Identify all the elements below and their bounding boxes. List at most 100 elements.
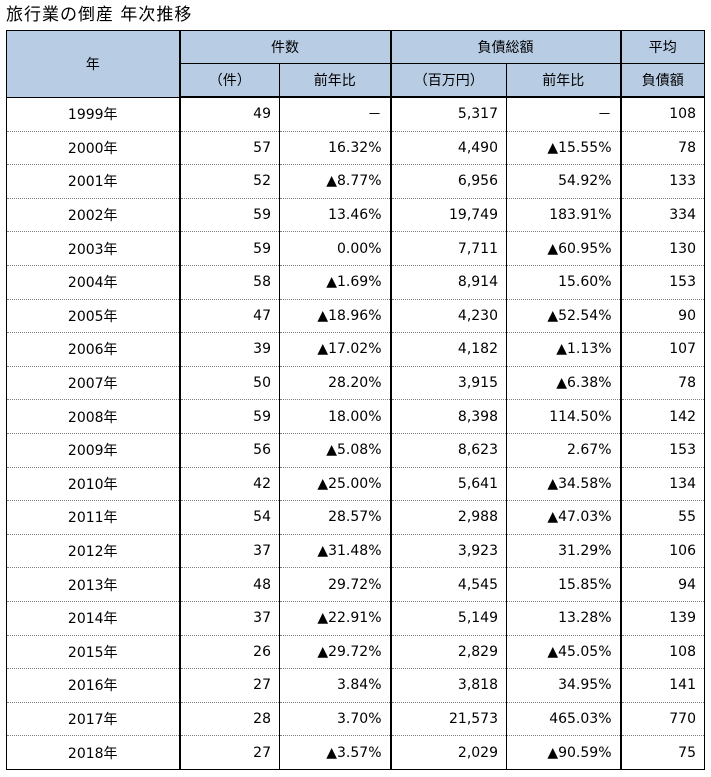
cell-liability: 6,956 bbox=[389, 164, 507, 199]
cell-liability-change: 15.60% bbox=[506, 265, 621, 300]
cell-count-change: 3.70% bbox=[279, 702, 391, 737]
cell-avg-liability: 334 bbox=[619, 198, 705, 233]
cell-year: 2014年 bbox=[6, 601, 180, 636]
cell-count: 54 bbox=[178, 500, 280, 535]
cell-avg-liability: 55 bbox=[619, 500, 705, 535]
header-count-change: 前年比 bbox=[279, 63, 391, 98]
table-row: 2014年 37 ▲22.91% 5,149 13.28% 139 bbox=[6, 601, 705, 636]
cell-liability-change: ▲47.03% bbox=[506, 500, 621, 535]
cell-count: 56 bbox=[178, 433, 280, 468]
cell-liability-change: 54.92% bbox=[506, 164, 621, 199]
cell-count-change: 28.20% bbox=[279, 366, 391, 401]
cell-liability-change: 34.95% bbox=[506, 668, 621, 703]
header-avg-line1: 平均 bbox=[619, 30, 705, 64]
cell-liability-change: ▲15.55% bbox=[506, 131, 621, 166]
table-row: 2005年 47 ▲18.96% 4,230 ▲52.54% 90 bbox=[6, 299, 705, 334]
cell-liability: 3,915 bbox=[389, 366, 507, 401]
cell-avg-liability: 75 bbox=[619, 735, 705, 770]
cell-liability-change: ▲90.59% bbox=[506, 735, 621, 770]
bankruptcy-table: 年 件数 負債総額 平均 （件） 前年比 （百万円） 前年比 負債額 1999年… bbox=[6, 30, 705, 770]
cell-count: 47 bbox=[178, 299, 280, 334]
cell-count: 39 bbox=[178, 332, 280, 367]
cell-count-change: 29.72% bbox=[279, 567, 391, 602]
cell-year: 2017年 bbox=[6, 702, 180, 737]
header-liability-change: 前年比 bbox=[506, 63, 621, 98]
cell-count: 52 bbox=[178, 164, 280, 199]
cell-avg-liability: 133 bbox=[619, 164, 705, 199]
table-row: 2008年 59 18.00% 8,398 114.50% 142 bbox=[6, 399, 705, 434]
cell-avg-liability: 94 bbox=[619, 567, 705, 602]
table-row: 2018年 27 ▲3.57% 2,029 ▲90.59% 75 bbox=[6, 735, 705, 770]
table-row: 2004年 58 ▲1.69% 8,914 15.60% 153 bbox=[6, 265, 705, 300]
cell-liability: 4,545 bbox=[389, 567, 507, 602]
table-row: 2009年 56 ▲5.08% 8,623 2.67% 153 bbox=[6, 433, 705, 468]
cell-liability-change: ▲1.13% bbox=[506, 332, 621, 367]
cell-count: 42 bbox=[178, 467, 280, 502]
table-row: 2003年 59 0.00% 7,711 ▲60.95% 130 bbox=[6, 231, 705, 266]
cell-liability: 4,182 bbox=[389, 332, 507, 367]
cell-count-change: 28.57% bbox=[279, 500, 391, 535]
table-row: 1999年 49 － 5,317 － 108 bbox=[6, 97, 705, 132]
cell-avg-liability: 142 bbox=[619, 399, 705, 434]
page-title: 旅行業の倒産 年次推移 bbox=[6, 5, 193, 25]
cell-count-change: ▲31.48% bbox=[279, 534, 391, 569]
table-row: 2007年 50 28.20% 3,915 ▲6.38% 78 bbox=[6, 366, 705, 401]
cell-count-change: ▲5.08% bbox=[279, 433, 391, 468]
cell-count-change: ▲22.91% bbox=[279, 601, 391, 636]
cell-count-change: ▲18.96% bbox=[279, 299, 391, 334]
cell-liability: 4,490 bbox=[389, 131, 507, 166]
cell-count: 59 bbox=[178, 231, 280, 266]
header-liability-unit: （百万円） bbox=[389, 63, 507, 98]
cell-liability-change: 2.67% bbox=[506, 433, 621, 468]
cell-year: 2013年 bbox=[6, 567, 180, 602]
cell-liability-change: 13.28% bbox=[506, 601, 621, 636]
cell-liability: 8,398 bbox=[389, 399, 507, 434]
cell-avg-liability: 78 bbox=[619, 366, 705, 401]
cell-count-change: ▲3.57% bbox=[279, 735, 391, 770]
cell-liability-change: 31.29% bbox=[506, 534, 621, 569]
cell-count: 26 bbox=[178, 635, 280, 670]
cell-count-change: 0.00% bbox=[279, 231, 391, 266]
table-row: 2016年 27 3.84% 3,818 34.95% 141 bbox=[6, 668, 705, 703]
cell-year: 2007年 bbox=[6, 366, 180, 401]
cell-liability: 3,818 bbox=[389, 668, 507, 703]
cell-avg-liability: 134 bbox=[619, 467, 705, 502]
cell-avg-liability: 153 bbox=[619, 433, 705, 468]
cell-liability: 8,623 bbox=[389, 433, 507, 468]
cell-count: 58 bbox=[178, 265, 280, 300]
cell-liability-change: ▲60.95% bbox=[506, 231, 621, 266]
cell-liability-change: ▲6.38% bbox=[506, 366, 621, 401]
header-liability-group: 負債総額 bbox=[389, 30, 621, 64]
cell-year: 2011年 bbox=[6, 500, 180, 535]
cell-liability-change: ▲34.58% bbox=[506, 467, 621, 502]
cell-count-change: － bbox=[279, 97, 391, 132]
cell-avg-liability: 107 bbox=[619, 332, 705, 367]
cell-liability: 4,230 bbox=[389, 299, 507, 334]
cell-avg-liability: 139 bbox=[619, 601, 705, 636]
cell-avg-liability: 130 bbox=[619, 231, 705, 266]
cell-year: 2003年 bbox=[6, 231, 180, 266]
cell-year: 2012年 bbox=[6, 534, 180, 569]
cell-count: 28 bbox=[178, 702, 280, 737]
cell-count: 48 bbox=[178, 567, 280, 602]
cell-liability-change: ▲45.05% bbox=[506, 635, 621, 670]
cell-year: 2002年 bbox=[6, 198, 180, 233]
cell-year: 2018年 bbox=[6, 735, 180, 770]
table-row: 2011年 54 28.57% 2,988 ▲47.03% 55 bbox=[6, 500, 705, 535]
cell-year: 2004年 bbox=[6, 265, 180, 300]
cell-year: 2001年 bbox=[6, 164, 180, 199]
cell-year: 2010年 bbox=[6, 467, 180, 502]
cell-liability-change: － bbox=[506, 97, 621, 132]
cell-count-change: ▲1.69% bbox=[279, 265, 391, 300]
cell-liability: 7,711 bbox=[389, 231, 507, 266]
cell-liability: 2,829 bbox=[389, 635, 507, 670]
cell-count: 37 bbox=[178, 601, 280, 636]
header-avg-line2: 負債額 bbox=[619, 63, 705, 98]
cell-liability-change: ▲52.54% bbox=[506, 299, 621, 334]
cell-count: 59 bbox=[178, 198, 280, 233]
cell-count-change: 16.32% bbox=[279, 131, 391, 166]
cell-liability: 5,317 bbox=[389, 97, 507, 132]
table-row: 2002年 59 13.46% 19,749 183.91% 334 bbox=[6, 198, 705, 233]
cell-count-change: ▲17.02% bbox=[279, 332, 391, 367]
cell-year: 2000年 bbox=[6, 131, 180, 166]
